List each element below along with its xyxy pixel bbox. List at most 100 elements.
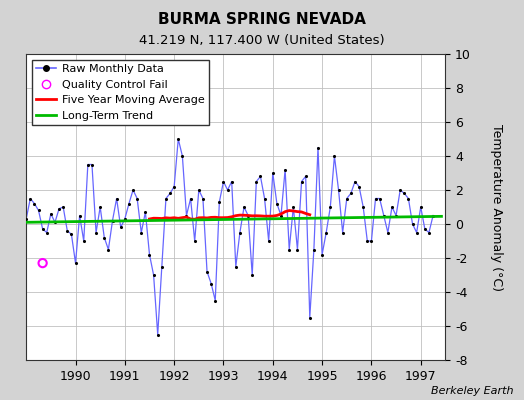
Point — [421, 226, 429, 232]
Text: BURMA SPRING NEVADA: BURMA SPRING NEVADA — [158, 12, 366, 27]
Point — [59, 204, 68, 210]
Point — [322, 229, 331, 236]
Point — [26, 195, 35, 202]
Point — [330, 153, 339, 159]
Point — [113, 195, 121, 202]
Point — [285, 246, 293, 253]
Point — [314, 144, 322, 151]
Point — [305, 314, 314, 321]
Point — [396, 187, 405, 193]
Point — [388, 204, 396, 210]
Point — [166, 190, 174, 197]
Legend: Raw Monthly Data, Quality Control Fail, Five Year Moving Average, Long-Term Tren: Raw Monthly Data, Quality Control Fail, … — [32, 60, 209, 125]
Point — [211, 297, 220, 304]
Point — [174, 136, 182, 142]
Point — [116, 224, 125, 230]
Point — [376, 195, 384, 202]
Point — [425, 229, 433, 236]
Point — [170, 183, 178, 190]
Point — [178, 153, 187, 159]
Point — [162, 195, 170, 202]
Point — [265, 238, 273, 244]
Point — [412, 229, 421, 236]
Point — [379, 212, 388, 219]
Point — [400, 190, 409, 197]
Point — [67, 231, 75, 237]
Point — [248, 272, 256, 278]
Point — [289, 204, 298, 210]
Text: 41.219 N, 117.400 W (United States): 41.219 N, 117.400 W (United States) — [139, 34, 385, 47]
Point — [404, 195, 412, 202]
Point — [203, 268, 211, 275]
Point — [75, 212, 84, 219]
Point — [301, 173, 310, 180]
Point — [429, 212, 437, 219]
Point — [318, 251, 326, 258]
Point — [96, 204, 104, 210]
Point — [363, 238, 372, 244]
Point — [145, 251, 154, 258]
Point — [334, 187, 343, 193]
Point — [125, 200, 133, 207]
Point — [92, 229, 100, 236]
Point — [133, 195, 141, 202]
Point — [22, 216, 30, 222]
Point — [207, 280, 215, 287]
Point — [219, 178, 227, 185]
Point — [158, 263, 166, 270]
Text: Berkeley Earth: Berkeley Earth — [431, 386, 514, 396]
Point — [42, 229, 51, 236]
Point — [236, 229, 244, 236]
Point — [281, 166, 289, 173]
Point — [272, 200, 281, 207]
Point — [71, 260, 80, 266]
Point — [339, 229, 347, 236]
Point — [129, 187, 137, 193]
Point — [149, 272, 158, 278]
Point — [199, 195, 207, 202]
Point — [240, 204, 248, 210]
Point — [35, 207, 43, 214]
Point — [367, 238, 376, 244]
Point — [63, 228, 71, 234]
Point — [121, 216, 129, 222]
Point — [84, 161, 92, 168]
Point — [277, 212, 285, 219]
Point — [30, 200, 39, 207]
Point — [355, 183, 363, 190]
Point — [227, 178, 236, 185]
Point — [104, 246, 113, 253]
Point — [269, 170, 277, 176]
Point — [51, 219, 59, 226]
Point — [215, 199, 224, 205]
Y-axis label: Temperature Anomaly (°C): Temperature Anomaly (°C) — [490, 124, 504, 290]
Point — [326, 204, 334, 210]
Point — [108, 218, 117, 224]
Point — [223, 187, 232, 193]
Point — [260, 195, 269, 202]
Point — [137, 229, 146, 236]
Point — [359, 204, 367, 210]
Point — [310, 246, 318, 253]
Point — [55, 206, 63, 212]
Point — [38, 226, 47, 232]
Point — [38, 260, 47, 266]
Point — [408, 221, 417, 227]
Point — [154, 331, 162, 338]
Point — [80, 238, 88, 244]
Point — [384, 229, 392, 236]
Point — [141, 209, 149, 215]
Point — [297, 178, 305, 185]
Point — [47, 210, 55, 217]
Point — [372, 195, 380, 202]
Point — [244, 212, 253, 219]
Point — [351, 178, 359, 185]
Point — [194, 187, 203, 193]
Point — [392, 212, 400, 219]
Point — [88, 161, 96, 168]
Point — [182, 212, 191, 219]
Point — [347, 190, 355, 197]
Point — [191, 238, 199, 244]
Point — [187, 195, 195, 202]
Point — [343, 195, 351, 202]
